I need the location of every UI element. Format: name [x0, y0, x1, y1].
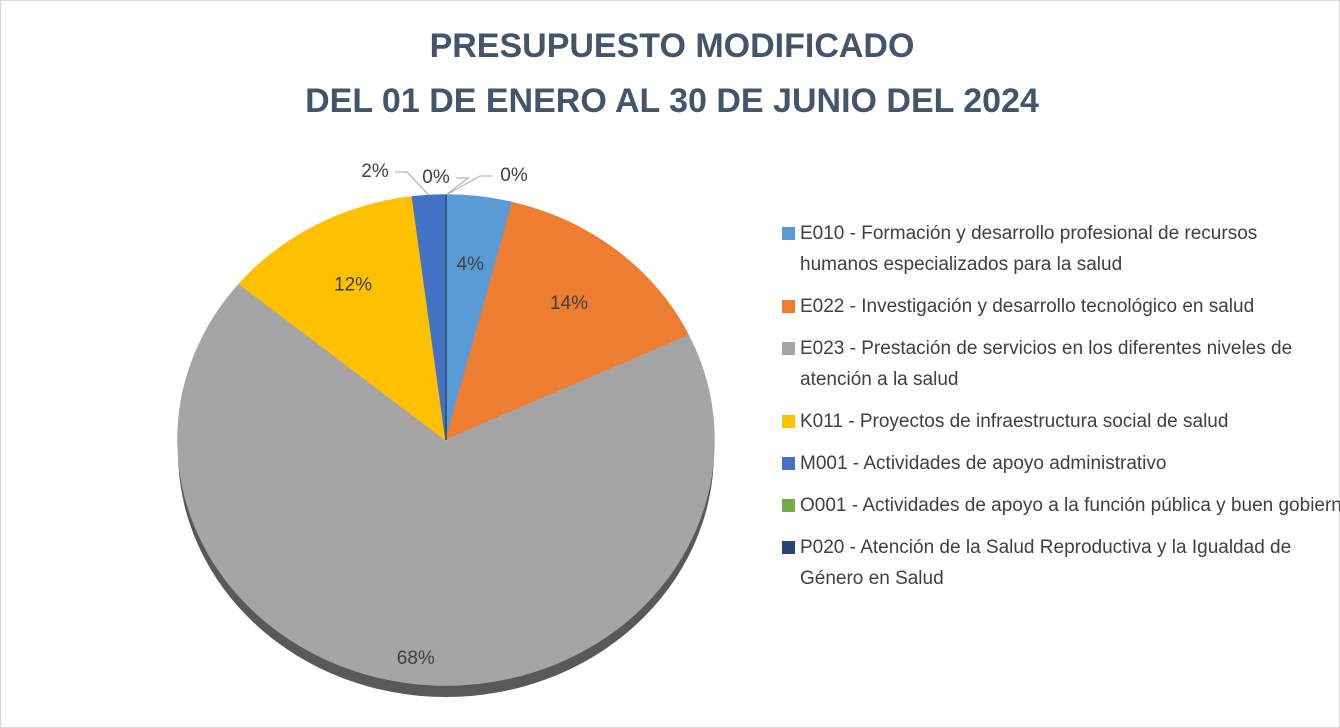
legend-label: M001 - Actividades de apoyo administrati…: [800, 453, 1167, 474]
leader-line: [445, 177, 470, 196]
legend-swatch: [782, 541, 795, 554]
legend-item: K011 - Proyectos de infraestructura soci…: [782, 406, 1340, 437]
legend-label: K011 - Proyectos de infraestructura soci…: [800, 411, 1229, 432]
legend-swatch: [782, 499, 795, 512]
legend-swatch: [782, 300, 795, 313]
data-label: 14%: [550, 293, 588, 314]
legend-item: O001 - Actividades de apoyo a la función…: [782, 490, 1340, 521]
legend-item: E010 - Formación y desarrollo profesiona…: [782, 218, 1340, 280]
legend-label: P020 - Atención de la Salud Reproductiva…: [800, 537, 1292, 589]
legend-label: E022 - Investigación y desarrollo tecnol…: [800, 296, 1255, 317]
data-label: 0%: [500, 165, 528, 186]
legend-swatch: [782, 415, 795, 428]
pie-slice: [238, 196, 447, 442]
data-label: 2%: [361, 161, 389, 182]
chart-title: PRESUPUESTO MODIFICADO: [430, 27, 915, 65]
data-label: 12%: [334, 274, 372, 295]
legend-label: O001 - Actividades de apoyo a la función…: [800, 495, 1340, 516]
leader-line: [395, 171, 430, 196]
legend-item: E022 - Investigación y desarrollo tecnol…: [782, 291, 1340, 322]
data-label: 4%: [456, 254, 484, 275]
pie-slice: [177, 282, 715, 686]
legend-label: E023 - Prestación de servicios en los di…: [800, 338, 1293, 390]
legend-swatch: [782, 227, 795, 240]
chart-title: DEL 01 DE ENERO AL 30 DE JUNIO DEL 2024: [305, 82, 1039, 120]
legend-label: E010 - Formación y desarrollo profesiona…: [800, 223, 1258, 275]
data-label: 0%: [422, 167, 450, 188]
legend-swatch: [782, 342, 795, 355]
legend-swatch: [782, 457, 795, 470]
pie-slice: [444, 201, 690, 442]
legend-item: M001 - Actividades de apoyo administrati…: [782, 448, 1340, 479]
legend-item: P020 - Atención de la Salud Reproductiva…: [782, 532, 1340, 594]
leader-line: [445, 175, 492, 196]
legend: E010 - Formación y desarrollo profesiona…: [782, 218, 1340, 605]
data-label: 68%: [397, 648, 435, 669]
legend-item: E023 - Prestación de servicios en los di…: [782, 333, 1340, 395]
